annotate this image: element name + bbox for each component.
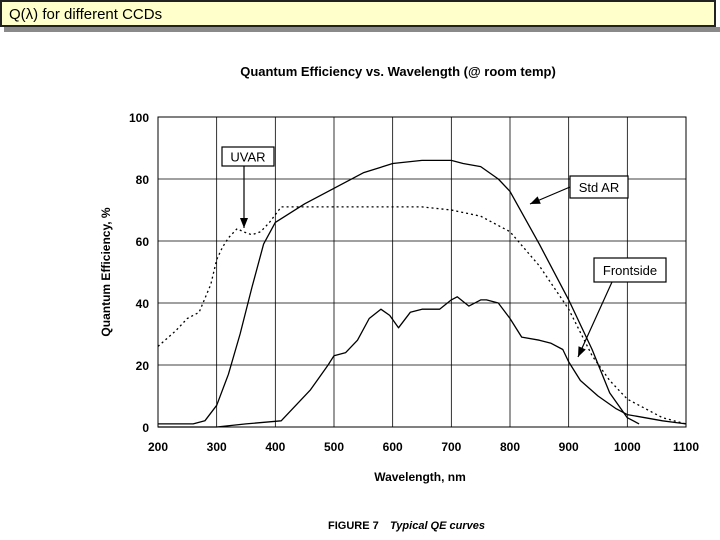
annotation-label-std-ar: Std AR [579,180,619,195]
annotation-arrow-frontside [577,281,613,358]
series-line-frontside [158,296,687,428]
x-tick-label: 700 [441,440,461,454]
x-tick-label: 800 [500,440,520,454]
x-tick-label: 900 [559,440,579,454]
y-tick-label: 20 [136,359,150,373]
y-tick-label: 40 [136,297,150,311]
annotation-layer: UVAR Std AR Frontside [221,146,667,358]
figure-caption: FIGURE 7 Typical QE curves [328,520,485,532]
y-axis-label: Quantum Efficiency, % [99,207,113,336]
x-axis-label: Wavelength, nm [374,470,466,484]
annotation-box-uvar [221,146,275,167]
series-layer [157,159,687,428]
annotation-arrowhead-uvar [240,218,248,228]
x-tick-label: 500 [324,440,344,454]
annotation-arrowhead-std-ar [530,196,541,204]
series-line-uvar [157,206,687,425]
x-tick-label: 1000 [614,440,641,454]
slide-title-shadow [4,27,720,32]
tick-layer: 0 20 40 60 80 100 200 300 400 500 600 700 800 900 1000… [129,111,699,454]
y-tick-label: 100 [129,111,149,125]
y-tick-label: 80 [136,173,150,187]
x-tick-label: 200 [148,440,168,454]
annotation-label-frontside: Frontside [603,263,657,278]
slide-title-bar: Q(λ) for different CCDs [0,0,716,27]
caption-label: FIGURE 7 [328,520,379,532]
y-tick-label: 60 [136,235,150,249]
plot-frame [157,116,687,428]
annotation-box-frontside [593,257,667,283]
x-tick-label: 300 [207,440,227,454]
x-tick-label: 600 [383,440,403,454]
x-tick-label: 1100 [673,440,699,454]
slide-title: Q(λ) for different CCDs [9,6,163,23]
caption-text: Typical QE curves [390,520,485,532]
y-tick-label: 0 [142,421,149,435]
annotation-label-uvar: UVAR [230,150,265,165]
x-tick-label: 400 [265,440,285,454]
annotation-arrowhead-frontside [578,346,586,357]
chart-title: Quantum Efficiency vs. Wavelength (@ roo… [240,64,556,79]
series-line-std-ar [158,159,640,425]
